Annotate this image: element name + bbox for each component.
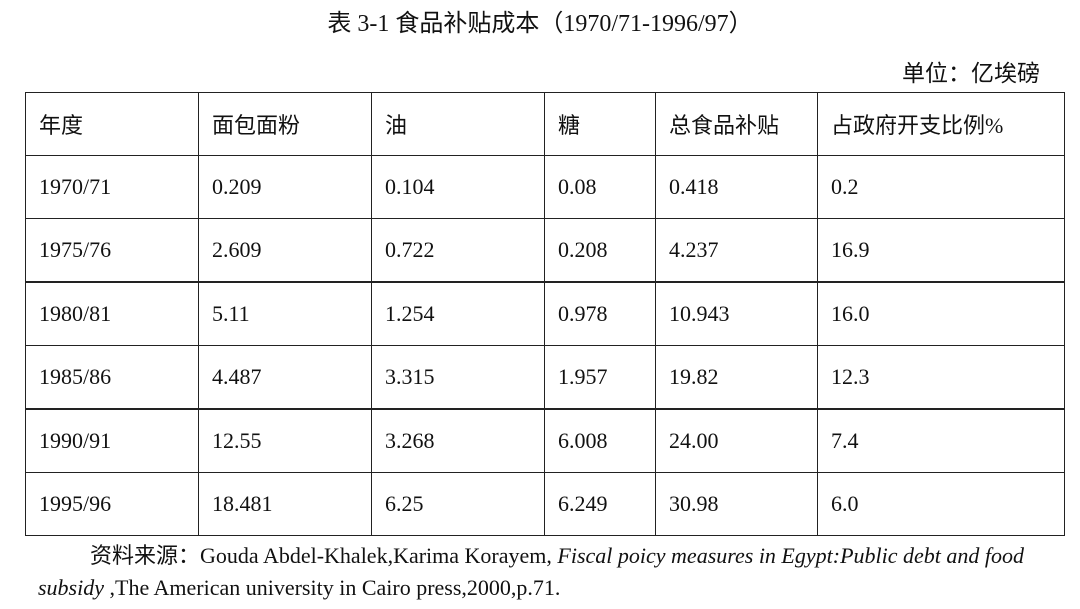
subsidy-table: 年度 面包面粉 油 糖 总食品补贴 占政府开支比例% 1970/71 0.209… — [25, 92, 1065, 536]
cell-year: 1980/81 — [25, 281, 199, 346]
table-row: 1995/96 18.481 6.25 6.249 30.98 6.0 — [25, 472, 1065, 536]
cell-total-subsidy: 0.418 — [655, 155, 818, 219]
header-bread-flour: 面包面粉 — [198, 92, 372, 156]
table-title: 表 3-1 食品补贴成本（1970/71-1996/97） — [327, 11, 753, 37]
source-authors: Gouda Abdel-Khalek,Karima Korayem, — [200, 543, 558, 568]
table-row: 1980/81 5.11 1.254 0.978 10.943 16.0 — [25, 281, 1065, 346]
cell-total-subsidy: 24.00 — [655, 408, 818, 473]
cell-bread-flour: 18.481 — [198, 472, 372, 536]
cell-year: 1995/96 — [25, 472, 199, 536]
header-sugar: 糖 — [544, 92, 656, 156]
cell-sugar: 0.208 — [544, 218, 656, 283]
cell-gov-spending-pct: 16.9 — [817, 218, 1065, 283]
cell-year: 1985/86 — [25, 345, 199, 410]
cell-gov-spending-pct: 6.0 — [817, 472, 1065, 536]
table-header-row: 年度 面包面粉 油 糖 总食品补贴 占政府开支比例% — [25, 92, 1065, 156]
header-year: 年度 — [25, 92, 199, 156]
cell-oil: 1.254 — [371, 281, 545, 346]
cell-oil: 0.104 — [371, 155, 545, 219]
header-gov-spending-pct: 占政府开支比例% — [817, 92, 1065, 156]
cell-total-subsidy: 10.943 — [655, 281, 818, 346]
unit-label: 单位：亿埃磅 — [902, 61, 1040, 86]
cell-total-subsidy: 30.98 — [655, 472, 818, 536]
source-title: Fiscal poicy measures in Egypt:Public de… — [38, 543, 1024, 600]
header-oil: 油 — [371, 92, 545, 156]
source-publisher: ,The American university in Cairo press,… — [104, 575, 561, 600]
cell-bread-flour: 0.209 — [198, 155, 372, 219]
cell-oil: 3.268 — [371, 408, 545, 473]
cell-year: 1990/91 — [25, 408, 199, 473]
cell-sugar: 1.957 — [544, 345, 656, 410]
cell-year: 1975/76 — [25, 218, 199, 283]
source-note: 资料来源：Gouda Abdel-Khalek,Karima Korayem, … — [38, 540, 1048, 604]
cell-sugar: 6.249 — [544, 472, 656, 536]
cell-gov-spending-pct: 12.3 — [817, 345, 1065, 410]
cell-gov-spending-pct: 0.2 — [817, 155, 1065, 219]
header-total-subsidy: 总食品补贴 — [655, 92, 818, 156]
table-row: 1970/71 0.209 0.104 0.08 0.418 0.2 — [25, 155, 1065, 219]
cell-bread-flour: 2.609 — [198, 218, 372, 283]
cell-oil: 3.315 — [371, 345, 545, 410]
cell-oil: 6.25 — [371, 472, 545, 536]
cell-gov-spending-pct: 7.4 — [817, 408, 1065, 473]
cell-total-subsidy: 19.82 — [655, 345, 818, 410]
cell-sugar: 6.008 — [544, 408, 656, 473]
cell-year: 1970/71 — [25, 155, 199, 219]
table-row: 1990/91 12.55 3.268 6.008 24.00 7.4 — [25, 408, 1065, 473]
cell-bread-flour: 5.11 — [198, 281, 372, 346]
table-row: 1975/76 2.609 0.722 0.208 4.237 16.9 — [25, 218, 1065, 283]
cell-sugar: 0.978 — [544, 281, 656, 346]
cell-oil: 0.722 — [371, 218, 545, 283]
source-label: 资料来源： — [90, 543, 201, 568]
cell-bread-flour: 4.487 — [198, 345, 372, 410]
cell-gov-spending-pct: 16.0 — [817, 281, 1065, 346]
cell-bread-flour: 12.55 — [198, 408, 372, 473]
table-row: 1985/86 4.487 3.315 1.957 19.82 12.3 — [25, 345, 1065, 410]
cell-total-subsidy: 4.237 — [655, 218, 818, 283]
cell-sugar: 0.08 — [544, 155, 656, 219]
